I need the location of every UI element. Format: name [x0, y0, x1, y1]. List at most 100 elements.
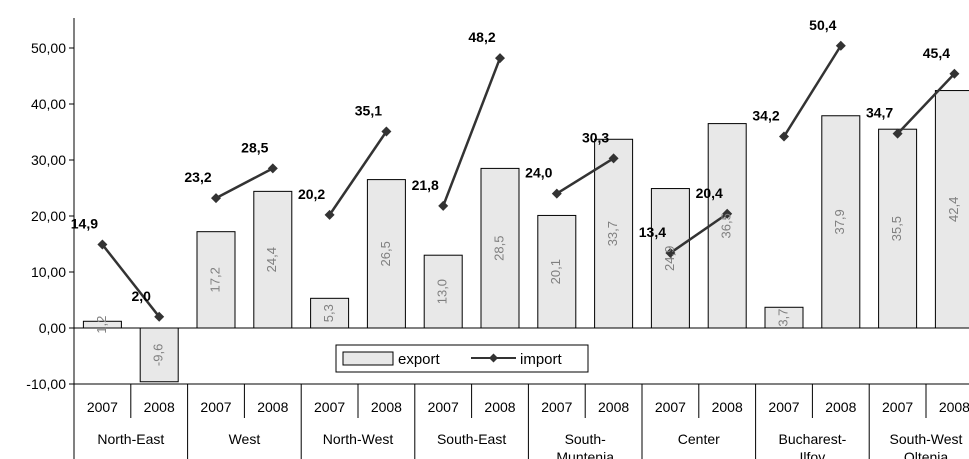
x-year-label: 2008 [939, 399, 969, 415]
export-bar [366, 179, 406, 329]
y-tick-label: 10,00 [31, 264, 66, 280]
export-value-label: 24,4 [264, 247, 279, 272]
x-region-label: Bucharest- [779, 431, 847, 447]
import-value-label: 30,3 [582, 129, 609, 145]
export-value-label: 26,5 [378, 241, 393, 266]
y-tick-label: 30,00 [31, 152, 66, 168]
x-year-label: 2007 [768, 399, 799, 415]
import-value-label: 14,9 [71, 216, 98, 232]
export-bar [423, 254, 463, 329]
export-bar [253, 190, 293, 329]
import-point [722, 208, 733, 219]
export-value-label: 17,2 [207, 267, 222, 292]
import-value-label: 2,0 [131, 288, 151, 304]
export-bar [594, 138, 634, 329]
import-value-label: 34,7 [866, 105, 893, 121]
export-value-label: 1,2 [94, 316, 109, 334]
import-value-label: 13,4 [639, 224, 666, 240]
x-region-label: North-West [323, 431, 394, 447]
x-region-label: South- [565, 431, 607, 447]
import-value-label: 50,4 [809, 17, 836, 33]
import-point [154, 311, 165, 322]
x-year-label: 2007 [655, 399, 686, 415]
import-value-label: 20,2 [298, 186, 325, 202]
y-tick-label: -10,00 [26, 376, 66, 392]
import-line-segment [556, 157, 615, 195]
x-region-label: South-East [437, 431, 506, 447]
x-year-label: 2007 [882, 399, 913, 415]
export-bar [650, 188, 690, 329]
x-year-label: 2008 [484, 399, 515, 415]
import-point [779, 131, 789, 142]
export-value-label: 3,7 [775, 309, 790, 327]
export-value-label: 20,1 [548, 259, 563, 284]
x-year-label: 2008 [371, 399, 402, 415]
legend-export-swatch [342, 351, 394, 366]
export-value-label: -9,6 [151, 344, 166, 366]
import-point [949, 68, 960, 79]
export-value-label: 13,0 [435, 279, 450, 304]
import-value-label: 20,4 [696, 185, 723, 201]
export-bar [196, 231, 236, 329]
x-region-label: Oltenia [904, 449, 949, 459]
import-point [438, 200, 449, 211]
import-point [892, 128, 903, 139]
y-tick-label: 50,00 [31, 40, 66, 56]
x-year-label: 2007 [541, 399, 572, 415]
export-bar [480, 167, 520, 329]
export-bar [821, 115, 861, 329]
import-point [495, 53, 505, 64]
export-bar [878, 128, 918, 329]
legend: export import [335, 344, 589, 373]
export-bar [934, 90, 969, 329]
export-bar [310, 297, 350, 329]
x-axis: 2007 2008 2007 2008 2007 2008 2007 2008 2007 2008… [73, 383, 969, 459]
import-point [835, 40, 846, 51]
x-region-label: South-West [890, 431, 963, 447]
export-value-label: 37,9 [832, 209, 847, 234]
import-point [211, 193, 221, 204]
import-line-segment [669, 212, 728, 254]
import-line-segment [896, 72, 956, 135]
import-value-label: 24,0 [525, 165, 552, 181]
legend-import-label: import [520, 351, 563, 368]
x-year-label: 2007 [428, 399, 459, 415]
export-value-label: 33,7 [605, 221, 620, 246]
x-region-label: West [229, 431, 261, 447]
import-line-segment [442, 57, 502, 207]
data-labels: 1,2 -9,6 17,2 24,4 5,3 26,5 13,0 28,5 20,1 33,7 24… [71, 17, 961, 366]
import-value-label: 45,4 [923, 45, 950, 61]
import-point [324, 209, 335, 220]
y-tick-label: 40,00 [31, 96, 66, 112]
x-year-label: 2008 [257, 399, 288, 415]
import-line-segment [782, 45, 842, 138]
export-value-label: 35,5 [889, 216, 904, 241]
import-line-segment [215, 167, 274, 200]
import-point [97, 239, 108, 250]
x-year-label: 2008 [712, 399, 743, 415]
x-year-label: 2007 [200, 399, 231, 415]
export-value-label: 36,5 [719, 213, 734, 238]
export-value-label: 24,9 [662, 246, 677, 271]
import-point [665, 247, 676, 258]
y-tick-label: 20,00 [31, 208, 66, 224]
x-region-label: Ilfov [800, 449, 826, 459]
x-region-label: Center [678, 431, 720, 447]
x-year-label: 2008 [144, 399, 175, 415]
x-region-label: Muntenia [556, 449, 614, 459]
import-line [97, 40, 960, 322]
legend-export-label: export [398, 351, 441, 368]
y-tick-label: 0,00 [39, 320, 66, 336]
x-year-label: 2007 [87, 399, 118, 415]
x-year-label: 2007 [314, 399, 345, 415]
import-value-label: 23,2 [184, 169, 211, 185]
import-line-segment [101, 243, 161, 318]
import-value-label: 28,5 [241, 139, 268, 155]
import-point [381, 126, 392, 137]
x-year-label: 2008 [825, 399, 856, 415]
import-point [267, 163, 278, 174]
export-value-label: 5,3 [321, 304, 336, 322]
import-value-label: 35,1 [355, 102, 382, 118]
import-point [551, 188, 562, 199]
import-point [608, 153, 619, 164]
